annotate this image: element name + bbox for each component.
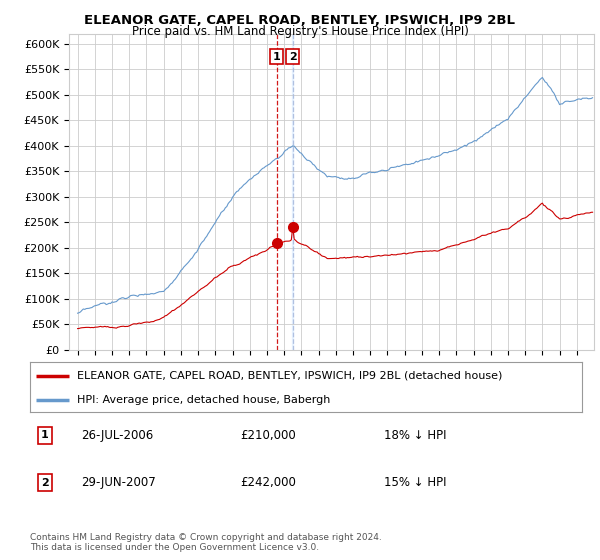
Text: 29-JUN-2007: 29-JUN-2007 xyxy=(81,476,156,489)
Text: 18% ↓ HPI: 18% ↓ HPI xyxy=(384,429,446,442)
Text: This data is licensed under the Open Government Licence v3.0.: This data is licensed under the Open Gov… xyxy=(30,543,319,552)
Text: Price paid vs. HM Land Registry's House Price Index (HPI): Price paid vs. HM Land Registry's House … xyxy=(131,25,469,38)
Text: 1: 1 xyxy=(273,52,280,62)
Text: HPI: Average price, detached house, Babergh: HPI: Average price, detached house, Babe… xyxy=(77,395,330,405)
Text: 26-JUL-2006: 26-JUL-2006 xyxy=(81,429,153,442)
Text: 1: 1 xyxy=(41,431,49,440)
Text: £210,000: £210,000 xyxy=(240,429,296,442)
Text: ELEANOR GATE, CAPEL ROAD, BENTLEY, IPSWICH, IP9 2BL (detached house): ELEANOR GATE, CAPEL ROAD, BENTLEY, IPSWI… xyxy=(77,371,502,381)
Text: Contains HM Land Registry data © Crown copyright and database right 2024.: Contains HM Land Registry data © Crown c… xyxy=(30,533,382,542)
Text: ELEANOR GATE, CAPEL ROAD, BENTLEY, IPSWICH, IP9 2BL: ELEANOR GATE, CAPEL ROAD, BENTLEY, IPSWI… xyxy=(85,14,515,27)
Text: 2: 2 xyxy=(41,478,49,488)
Text: £242,000: £242,000 xyxy=(240,476,296,489)
Bar xyxy=(292,34,293,350)
Text: 2: 2 xyxy=(289,52,296,62)
Text: 15% ↓ HPI: 15% ↓ HPI xyxy=(384,476,446,489)
